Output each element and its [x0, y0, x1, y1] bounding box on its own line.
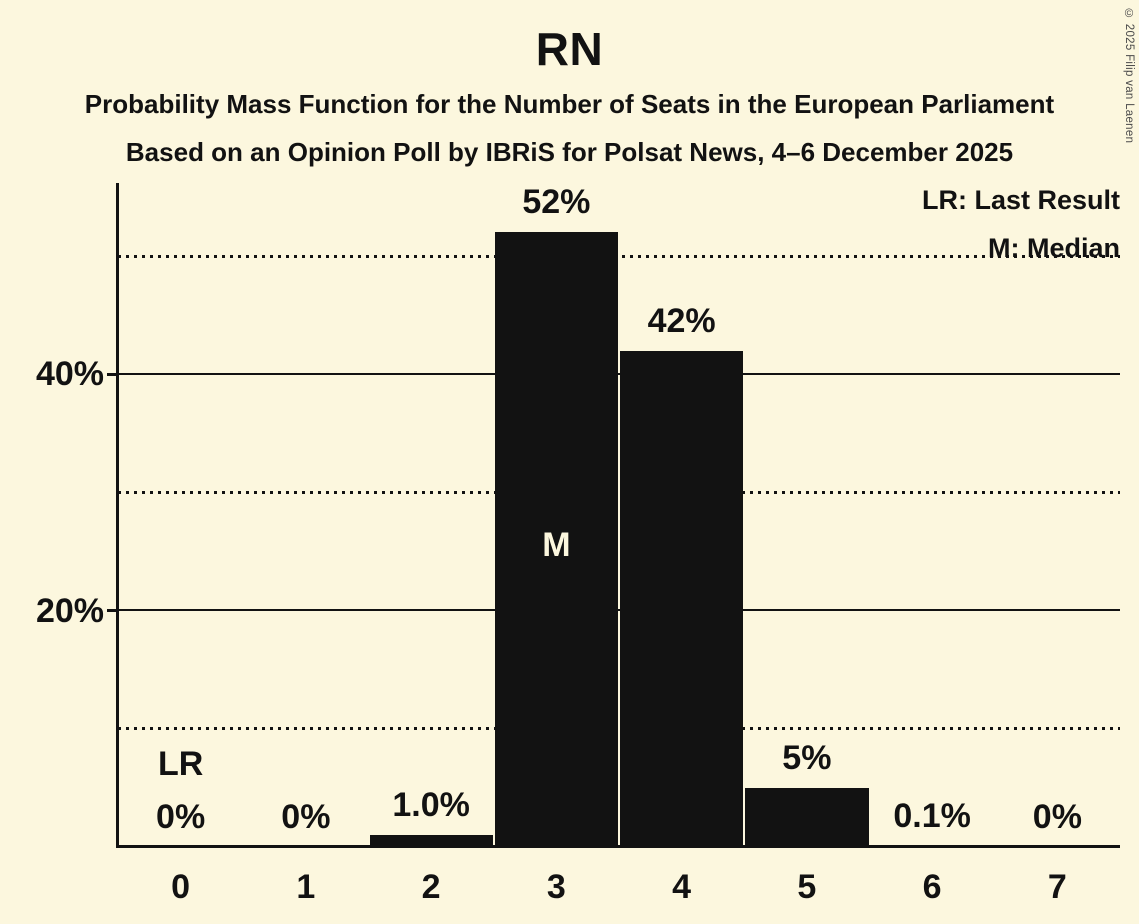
- legend-item-last-result: LR: Last Result: [921, 185, 1120, 215]
- y-axis-line: [116, 183, 119, 848]
- legend-item-median: M: Median: [988, 233, 1120, 263]
- y-tick-label-20pct: 20%: [35, 591, 104, 630]
- plot-area: 20% 40% 0% 0 0% 1 1.0% 2 52% 3 42% 4 5% 5 0.1% 6 0% 7 LR M: [36, 183, 1120, 906]
- value-label-category-2: 1.0%: [392, 786, 470, 825]
- gridline-50pct: [118, 254, 1120, 258]
- bar-category-5: [745, 787, 869, 847]
- chart-title: RN: [535, 23, 604, 75]
- annotation-lr: LR: [157, 745, 204, 783]
- value-label-category-1: 0%: [281, 798, 331, 836]
- x-tick-label-2: 2: [421, 868, 441, 906]
- value-label-category-7: 0%: [1032, 798, 1082, 836]
- bar-category-2: [369, 835, 493, 847]
- y-tick-20pct: [107, 609, 118, 613]
- x-axis-line: [116, 845, 1120, 848]
- chart-legend: LR: Last Result M: Median: [922, 176, 1120, 272]
- value-label-category-0: 0%: [156, 798, 206, 836]
- chart-subtitle-line1: Probability Mass Function for the Number…: [84, 89, 1055, 119]
- gridline-10pct: [118, 727, 1120, 731]
- y-tick-40pct: [107, 372, 118, 376]
- chart-subtitle-line2: Based on an Opinion Poll by IBRiS for Po…: [125, 137, 1014, 167]
- value-label-category-6: 0.1%: [893, 796, 971, 835]
- value-label-category-4: 42%: [647, 301, 716, 340]
- gridline-40pct: [118, 372, 1120, 375]
- x-tick-label-3: 3: [546, 868, 566, 906]
- value-label-category-3: 52%: [522, 183, 591, 222]
- gridline-30pct: [118, 490, 1120, 494]
- x-tick-label-0: 0: [171, 868, 191, 906]
- x-tick-label-5: 5: [797, 868, 817, 906]
- value-label-category-5: 5%: [782, 738, 832, 777]
- y-tick-label-40pct: 40%: [35, 355, 104, 394]
- x-tick-label-6: 6: [922, 868, 942, 906]
- bar-category-4: [620, 350, 744, 847]
- x-tick-label-1: 1: [296, 868, 316, 906]
- copyright-notice: © 2025 Filip van Laenen: [1123, 8, 1135, 144]
- x-tick-label-4: 4: [672, 868, 692, 906]
- bar-category-3: [494, 232, 618, 847]
- annotation-m: M: [542, 526, 571, 564]
- x-tick-label-7: 7: [1047, 868, 1067, 906]
- gridline-20pct: [118, 609, 1120, 612]
